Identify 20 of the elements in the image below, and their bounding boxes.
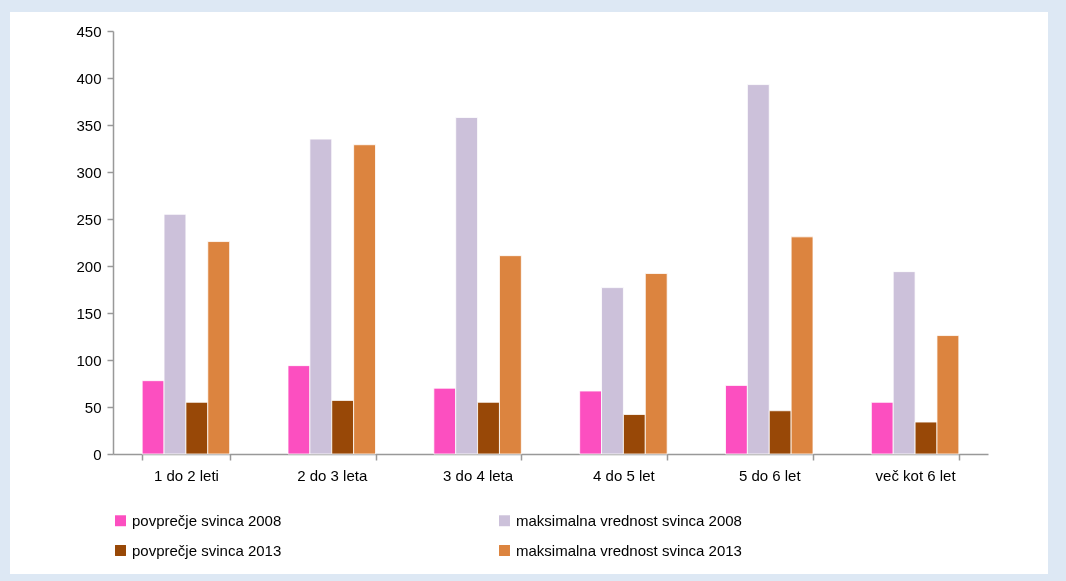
- y-tick-label: 50: [84, 398, 102, 416]
- y-tick-label: 350: [76, 116, 102, 134]
- x-tick-label: 2 do 3 leta: [297, 466, 368, 484]
- x-tick-label: 1 do 2 leti: [153, 466, 219, 484]
- x-tick-label: 5 do 6 let: [738, 466, 802, 484]
- x-tick-label: 3 do 4 leta: [443, 466, 514, 484]
- y-tick-label: 450: [76, 22, 102, 40]
- y-tick-label: 300: [76, 163, 102, 181]
- x-tick-label: 4 do 5 let: [593, 466, 656, 484]
- x-tick-label: več kot 6 let: [875, 466, 957, 484]
- y-tick-label: 0: [93, 445, 102, 463]
- legend-label: maksimalna vrednost svinca 2013: [516, 541, 742, 559]
- legend-label: povprečje svinca 2008: [132, 511, 282, 529]
- y-tick-label: 150: [76, 304, 102, 322]
- y-tick-label: 400: [76, 69, 102, 87]
- legend-label: maksimalna vrednost svinca 2008: [516, 511, 742, 529]
- y-tick-label: 200: [76, 257, 102, 275]
- y-tick-label: 250: [76, 210, 102, 228]
- y-tick-label: 100: [76, 351, 102, 369]
- legend-label: povprečje svinca 2013: [132, 541, 282, 559]
